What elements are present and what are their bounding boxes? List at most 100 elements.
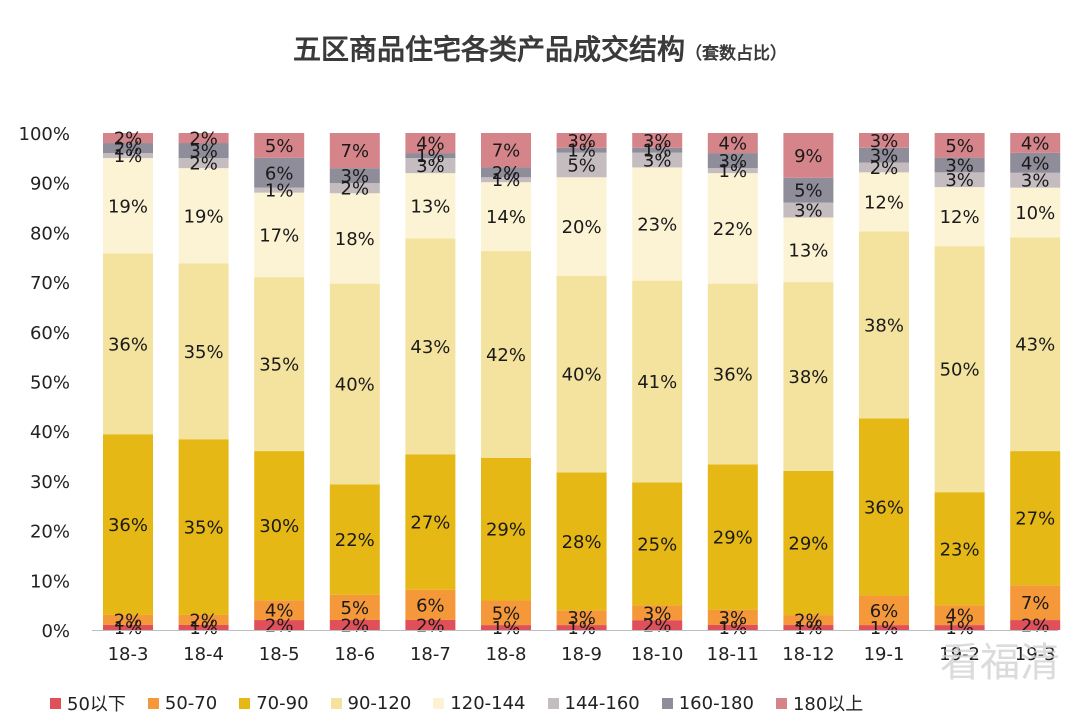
bar-segment <box>1010 451 1061 586</box>
bar-segment <box>783 133 834 178</box>
data-label: 1% <box>416 146 445 167</box>
y-tick-label: 0% <box>41 621 70 642</box>
legend-label: 90-120 <box>347 692 412 714</box>
bar-segment <box>481 251 531 458</box>
data-label: 2% <box>870 158 899 179</box>
bar-segment <box>1010 172 1061 188</box>
data-label: 35% <box>184 342 224 363</box>
x-tick-label: 18-3 <box>108 644 149 665</box>
data-label: 3% <box>870 146 899 167</box>
data-label: 4% <box>416 134 445 155</box>
x-tick-label: 18-8 <box>486 644 527 665</box>
data-label: 2% <box>189 154 218 175</box>
legend-item: 160-180 <box>661 692 754 714</box>
y-tick-label: 30% <box>30 472 70 493</box>
bar-segment <box>934 246 985 493</box>
bar-segment <box>934 157 985 173</box>
data-label: 50% <box>940 360 980 381</box>
bar-segment <box>103 158 153 254</box>
data-label: 4% <box>1021 153 1050 174</box>
bar-segment <box>481 167 531 178</box>
data-label: 19% <box>184 206 224 227</box>
legend-label: 160-180 <box>678 692 754 714</box>
data-label: 4% <box>1021 133 1050 154</box>
data-label: 42% <box>486 345 526 366</box>
data-label: 1% <box>567 141 596 162</box>
data-label: 3% <box>643 151 672 172</box>
bar-segment <box>707 153 758 169</box>
bar-segment <box>707 624 758 630</box>
data-label: 1% <box>114 618 143 639</box>
chart-title-text: 五区商品住宅各类产品成交结构 <box>292 33 685 66</box>
data-label: 23% <box>637 215 677 236</box>
data-label: 19% <box>108 196 148 217</box>
bar-segment <box>254 600 305 621</box>
legend-swatch <box>147 697 159 709</box>
data-label: 1% <box>945 618 974 639</box>
data-label: 43% <box>410 337 450 358</box>
bar-segment <box>783 625 834 630</box>
bar-segment <box>1010 237 1061 452</box>
data-label: 3% <box>794 201 823 222</box>
bar-segment <box>1010 152 1061 173</box>
data-label: 27% <box>1015 509 1055 530</box>
legend-label: 180以上 <box>792 694 864 715</box>
x-tick-label: 18-6 <box>334 644 375 665</box>
data-label: 3% <box>1021 171 1050 192</box>
bar-segment <box>329 484 380 595</box>
x-tick-label: 18-10 <box>631 644 683 665</box>
bar-segment <box>859 147 909 163</box>
data-label: 1% <box>719 618 748 639</box>
bar-segment <box>556 275 607 473</box>
data-label: 5% <box>945 136 974 157</box>
bar-segment <box>934 492 985 606</box>
data-label: 1% <box>567 618 596 639</box>
bar-segment <box>859 162 909 173</box>
bar-segment <box>481 625 531 630</box>
chart-subtitle: （套数占比） <box>685 44 787 64</box>
bar-segment <box>329 168 380 184</box>
bar-segment <box>859 231 909 419</box>
bar-segment <box>254 133 305 158</box>
bar-segment <box>707 133 758 154</box>
data-label: 30% <box>259 516 299 537</box>
data-label: 27% <box>410 513 450 534</box>
bar-segment <box>178 614 229 625</box>
data-label: 40% <box>562 365 602 386</box>
data-label: 9% <box>794 146 823 167</box>
legend-swatch <box>775 697 787 709</box>
data-label: 1% <box>794 618 823 639</box>
data-label: 28% <box>562 532 602 553</box>
data-label: 1% <box>189 618 218 639</box>
data-label: 36% <box>713 364 753 385</box>
bar-segment <box>1010 133 1061 153</box>
data-label: 1% <box>870 618 899 639</box>
bar-segment <box>783 177 834 203</box>
data-label: 3% <box>870 131 899 152</box>
data-label: 4% <box>719 134 748 155</box>
legend-swatch <box>50 697 61 709</box>
bar-segment <box>707 609 758 625</box>
data-label: 29% <box>486 520 526 541</box>
data-label: 40% <box>335 375 375 396</box>
data-label: 3% <box>189 141 218 162</box>
bar-segment <box>556 152 607 178</box>
bar-segment <box>556 610 607 626</box>
legend-item: 70-90 <box>239 693 309 714</box>
data-label: 13% <box>410 196 450 217</box>
bar-segment <box>1010 187 1061 238</box>
bar-segment <box>329 183 380 194</box>
bar-segment <box>254 157 305 188</box>
bar-segment <box>859 418 909 596</box>
bar-segment <box>632 482 683 606</box>
data-label: 2% <box>114 610 143 631</box>
bar-segment <box>632 605 683 621</box>
bar-segment <box>556 177 607 276</box>
bar-segment <box>405 454 456 590</box>
bar-segment <box>178 168 229 264</box>
data-label: 2% <box>114 139 143 160</box>
watermark-logo: 看福清 <box>940 640 1060 686</box>
data-label: 38% <box>864 315 904 336</box>
y-tick-label: 40% <box>30 422 70 443</box>
bar-segment <box>254 277 305 452</box>
